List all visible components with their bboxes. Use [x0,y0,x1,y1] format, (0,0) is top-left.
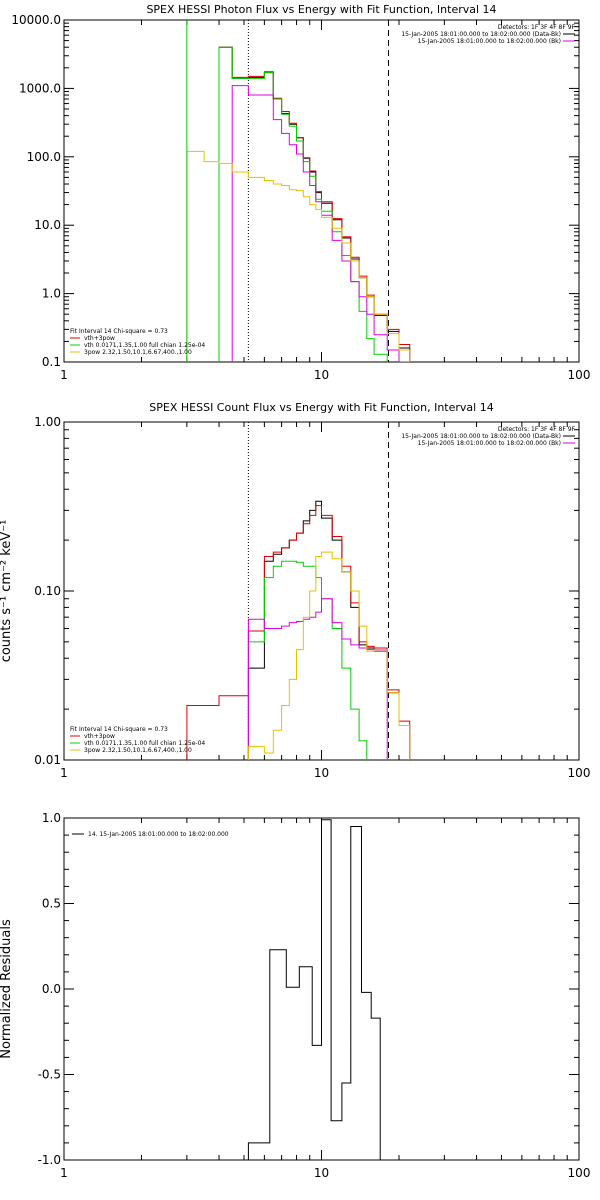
chart-2-ytick-label: 1.00 [34,415,61,429]
chart-3-ytick-label: 0.5 [42,897,61,911]
chart-3-legend-left-line: 14. 15-Jan-2005 18:01:00.000 to 18:02:00… [88,831,229,838]
chart-1-legend-right-line: 15-Jan-2005 18:01:00.000 to 18:02:00.000… [418,38,561,45]
chart-1-series-4 [231,85,410,362]
chart-3-xtick-label: 100 [568,1166,591,1180]
chart-3-xtick-label: 1 [60,1166,68,1180]
chart-1-legend-left-line: 3pow 2.32,1.50,10.1,6.67,400.,1.00 [84,349,192,356]
chart-2-xtick-label: 10 [314,766,329,780]
chart-3-ytick-label: -1.0 [38,1153,61,1167]
chart-2-series-1 [247,500,411,760]
chart-3-ytick-label: -0.5 [38,1068,61,1082]
chart-2-legend-left-line: 3pow 2.32,1.50,10.1,6.67,400.,1.00 [84,747,192,754]
chart-1-title: SPEX HESSI Photon Flux vs Energy with Fi… [146,3,496,16]
chart-1-series-5 [186,150,411,362]
chart-3-ytick-label: 1.0 [42,811,61,825]
chart-3-series-1 [247,819,389,1160]
chart-2-legend-right-line: 15-Jan-2005 18:01:00.000 to 18:02:00.000… [401,433,561,440]
chart-1-ytick-label: 0.1 [42,355,61,369]
chart-1-xtick-label: 10 [314,368,329,382]
chart-2-legend-right-line: 15-Jan-2005 18:01:00.000 to 18:02:00.000… [418,440,561,447]
chart-2-legend-right-line: Detectors: 1F 3F 4F 8F 9F [498,426,576,433]
chart-2-series-3 [247,560,368,760]
chart-1-legend-left-line: vth 0.0171,1.35,1.00 full chian 1.25e-04 [84,342,205,349]
chart-2-xtick-label: 100 [568,766,591,780]
chart-1-xtick-label: 100 [568,368,591,382]
chart-3-ylabel: Normalized Residuals [0,919,14,1059]
chart-1-ytick-label: 10000.0 [11,13,61,27]
chart-2-xtick-label: 1 [60,766,68,780]
chart-2-series-5 [247,551,411,760]
chart-2-series-4 [247,598,388,760]
chart-2-ylabel: counts s⁻¹ cm⁻² keV⁻¹ [0,520,14,663]
chart-1-legend-right-line: Detectors: 1F 3F 4F 8F 9F [498,24,576,31]
chart-2-title: SPEX HESSI Count Flux vs Energy with Fit… [149,401,493,414]
chart-2-legend-left-line: vth 0.0171,1.35,1.00 full chian 1.25e-04 [84,740,205,747]
chart-1-ytick-label: 100.0 [27,150,61,164]
chart-1-legend-right-line: 15-Jan-2005 18:01:00.000 to 18:02:00.000… [401,31,561,38]
chart-1-ytick-label: 1.0 [42,287,61,301]
chart-1-ytick-label: 1000.0 [19,81,61,95]
chart-1-xtick-label: 1 [60,368,68,382]
chart-1-legend-left-line: Fit Interval 14 Chi-square = 0.73 [70,328,168,335]
chart-1-series-3 [218,46,388,362]
chart-2-ytick-label: 0.01 [34,753,61,767]
chart-3-xtick-label: 10 [314,1166,329,1180]
chart-1-legend-left-line: vth+3pow [84,335,115,342]
chart-2-series-2 [186,505,411,760]
chart-2-legend-left-line: Fit Interval 14 Chi-square = 0.73 [70,726,168,733]
chart-1-frame [63,19,580,363]
chart-3-ytick-label: 0.0 [42,982,61,996]
chart-1-ytick-label: 10.0 [34,218,61,232]
chart-2-ytick-label: 0.10 [34,584,61,598]
chart-2-legend-left-line: vth+3pow [84,733,115,740]
